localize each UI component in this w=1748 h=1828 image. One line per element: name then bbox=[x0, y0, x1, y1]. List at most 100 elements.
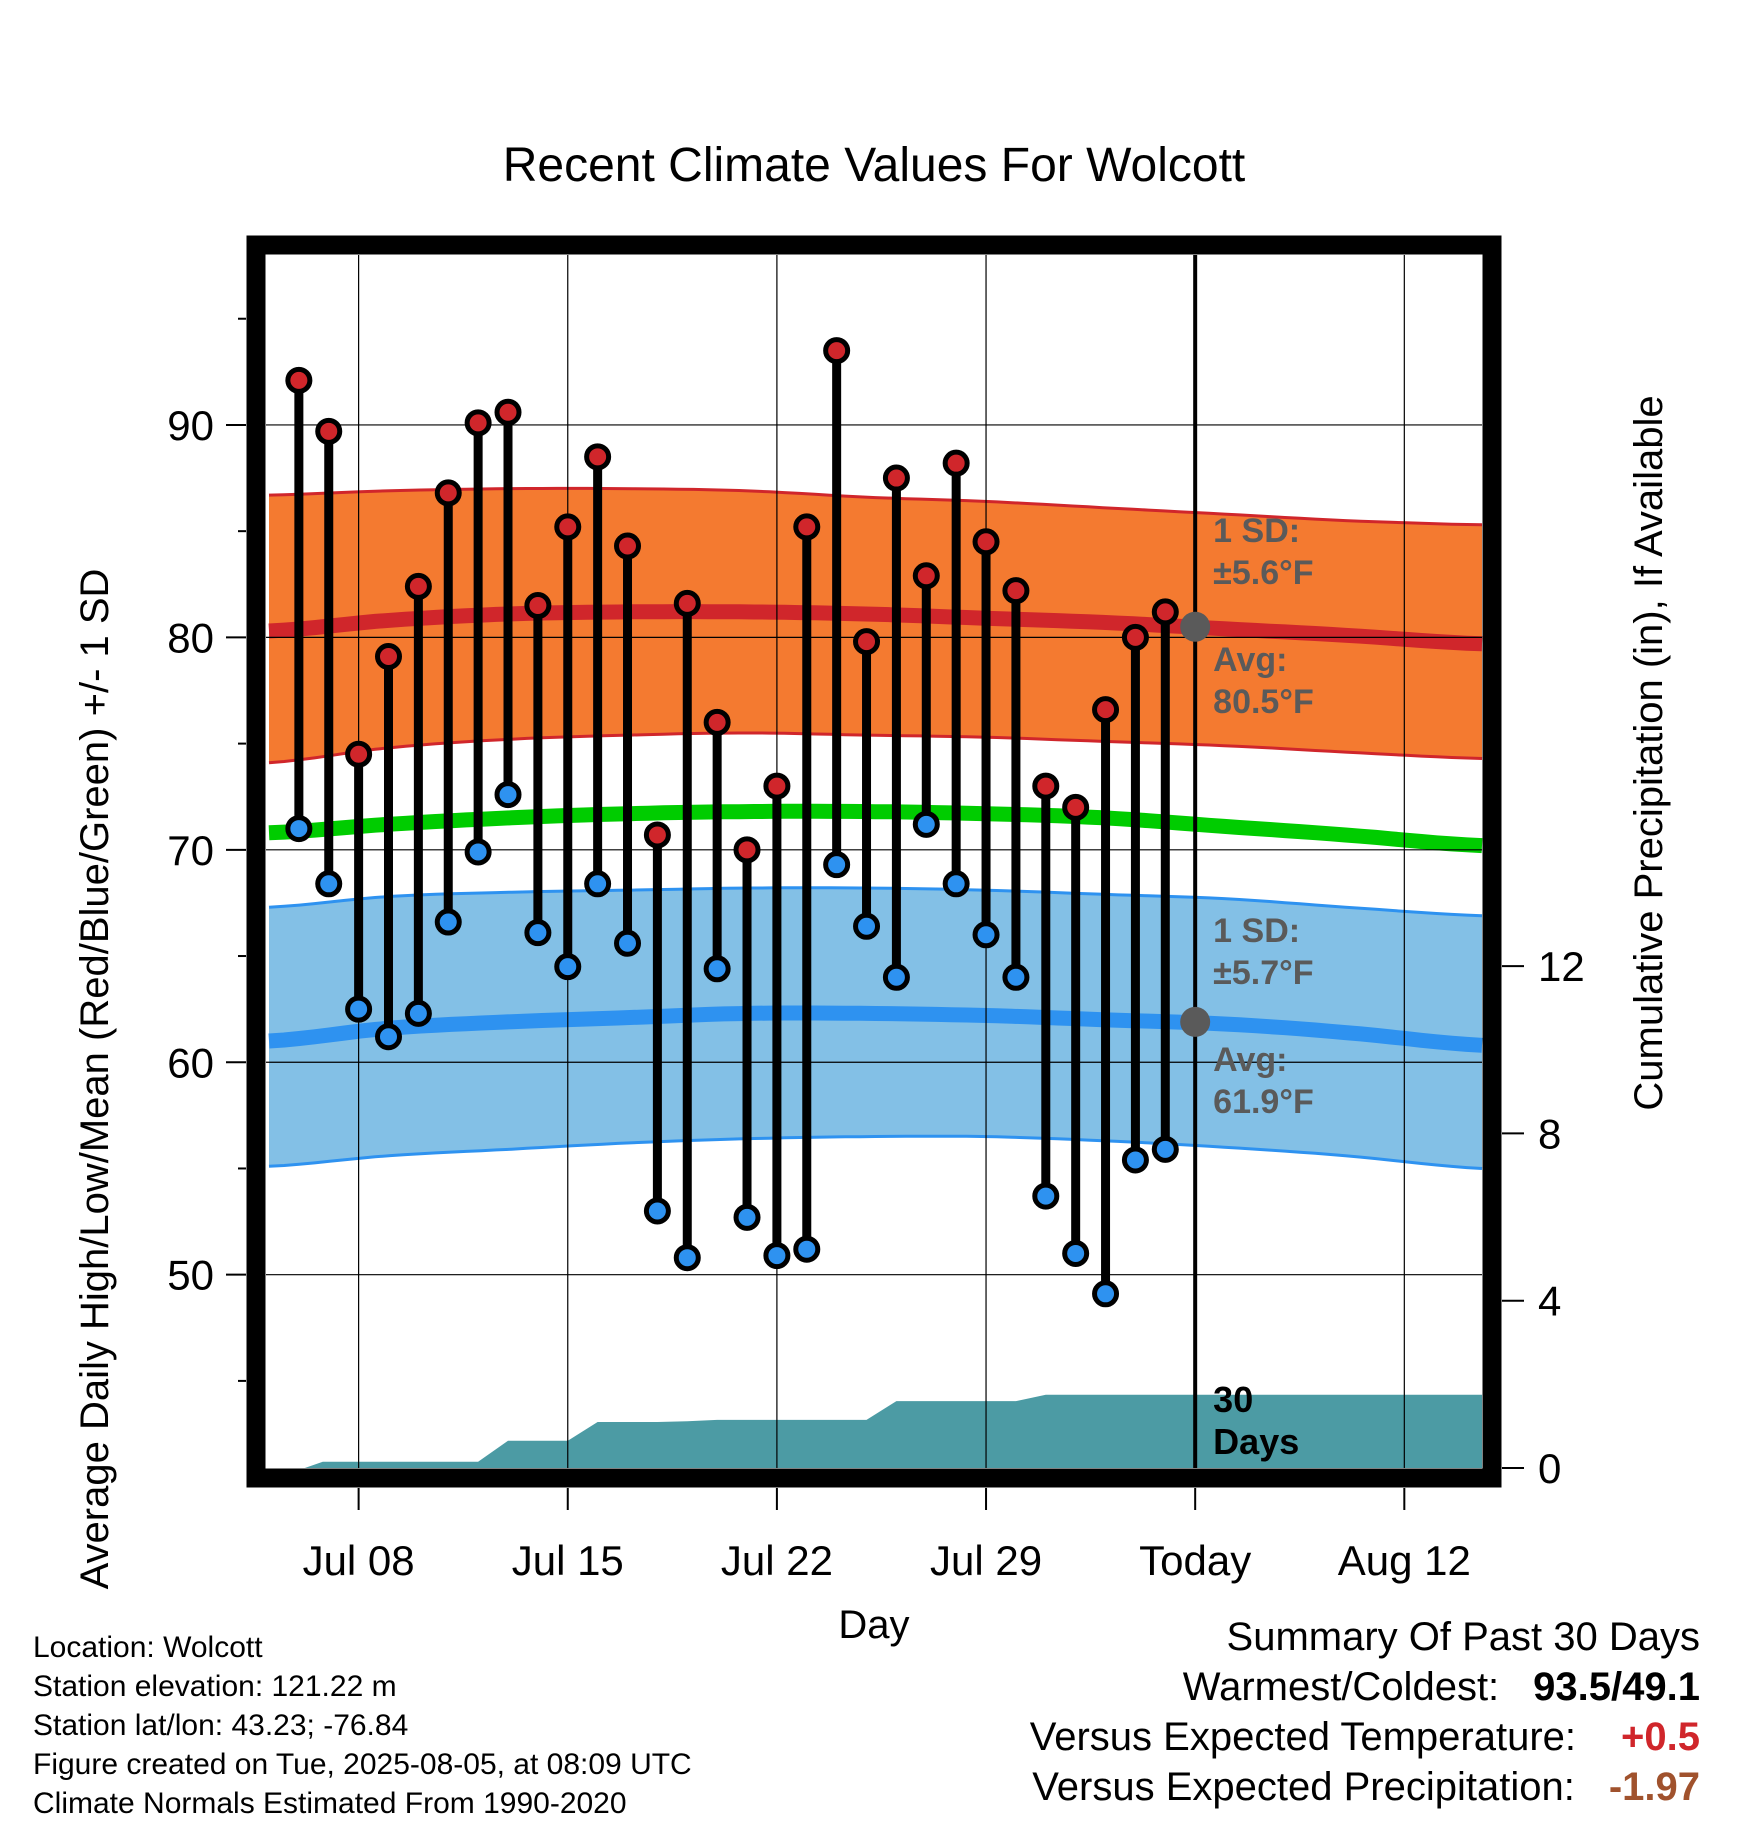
low-sd-annotation: 1 SD: bbox=[1213, 912, 1300, 950]
low-avg-annotation: Avg: bbox=[1213, 1041, 1287, 1079]
daily-low-point bbox=[733, 1203, 761, 1231]
y2-tick-label: 12 bbox=[1538, 943, 1585, 990]
daily-low-point bbox=[434, 908, 462, 936]
daily-high-point bbox=[1151, 598, 1179, 626]
daily-low-point bbox=[345, 995, 373, 1023]
daily-low-point bbox=[404, 999, 432, 1027]
plot-frame bbox=[246, 235, 1502, 1488]
avg-low-line bbox=[268, 1005, 1483, 1053]
x-tick-label: Jul 15 bbox=[512, 1537, 624, 1584]
location-text: Location: Wolcott bbox=[33, 1631, 263, 1664]
x-axis-label: Day bbox=[838, 1603, 909, 1647]
daily-high-point bbox=[554, 513, 582, 541]
elevation-text: Station elevation: 121.22 m bbox=[33, 1670, 397, 1703]
precip-area bbox=[304, 1394, 1482, 1468]
daily-high-point bbox=[494, 398, 522, 426]
y2-tick-label: 4 bbox=[1538, 1278, 1561, 1325]
daily-high-point bbox=[643, 821, 671, 849]
avg-high-line bbox=[268, 604, 1483, 652]
low-avg-annotation: 61.9°F bbox=[1213, 1083, 1314, 1121]
days-window-annotation: 30 bbox=[1213, 1379, 1253, 1420]
daily-low-point bbox=[972, 921, 1000, 949]
x-tick-label: Jul 22 bbox=[721, 1537, 833, 1584]
daily-low-point bbox=[464, 838, 492, 866]
daily-high-point bbox=[703, 708, 731, 736]
high-sd-annotation: ±5.6°F bbox=[1213, 554, 1313, 592]
station-metadata: Location: Wolcott Station elevation: 121… bbox=[33, 1628, 692, 1823]
daily-low-point bbox=[643, 1197, 671, 1225]
daily-high-point bbox=[345, 740, 373, 768]
x-tick-label: Aug 12 bbox=[1338, 1537, 1471, 1584]
high-avg-annotation: 80.5°F bbox=[1213, 683, 1314, 721]
precip-vs-expected-value: -1.97 bbox=[1608, 1765, 1700, 1809]
x-tick-label: Jul 29 bbox=[930, 1537, 1042, 1584]
daily-low-point bbox=[1121, 1146, 1149, 1174]
y-tick-label: 80 bbox=[167, 614, 214, 661]
daily-high-point bbox=[1121, 623, 1149, 651]
summary-temp: Versus Expected Temperature: +0.5 bbox=[1030, 1712, 1700, 1762]
warmest-coldest-value: 93.5/49.1 bbox=[1533, 1665, 1700, 1709]
daily-high-point bbox=[374, 643, 402, 671]
daily-high-point bbox=[1002, 577, 1030, 605]
daily-low-point bbox=[1002, 963, 1030, 991]
daily-high-point bbox=[823, 337, 851, 365]
daily-low-point bbox=[494, 781, 522, 809]
high-sd-band-lower-edge bbox=[268, 731, 1483, 765]
high-sd-annotation: 1 SD: bbox=[1213, 512, 1300, 550]
y2-tick-label: 8 bbox=[1538, 1110, 1561, 1157]
normals-text: Climate Normals Estimated From 1990-2020 bbox=[33, 1787, 627, 1820]
summary-warmest-coldest: Warmest/Coldest: 93.5/49.1 bbox=[1030, 1662, 1700, 1712]
x-tick-label: Today bbox=[1139, 1537, 1251, 1584]
axes: 50 60 70 80 90 0 4 8 12 Jul 08 Jul 15 Jul 22 Jul 29 T… bbox=[167, 235, 1585, 1584]
daily-low-point bbox=[942, 870, 970, 898]
daily-low-point bbox=[584, 870, 612, 898]
daily-low-point bbox=[912, 810, 940, 838]
summary-precip: Versus Expected Precipitation: -1.97 bbox=[1030, 1762, 1700, 1812]
daily-low-point bbox=[673, 1244, 701, 1272]
daily-high-point bbox=[614, 532, 642, 560]
daily-high-point bbox=[1062, 793, 1090, 821]
y-tick-label: 90 bbox=[167, 402, 214, 449]
daily-high-point bbox=[315, 417, 343, 445]
high-avg-annotation: Avg: bbox=[1213, 641, 1287, 679]
daily-low-point bbox=[285, 815, 313, 843]
x-tick-label: Jul 08 bbox=[303, 1537, 415, 1584]
daily-low-point bbox=[1032, 1182, 1060, 1210]
daily-high-point bbox=[853, 628, 881, 656]
daily-high-point bbox=[882, 464, 910, 492]
daily-high-point bbox=[285, 366, 313, 394]
plot-area: 1 SD: ±5.6°F Avg: 80.5°F 1 SD: ±5.7°F Avg: 61.9… bbox=[266, 255, 1483, 1468]
daily-high-point bbox=[793, 513, 821, 541]
daily-high-point bbox=[584, 443, 612, 471]
days-window-annotation: Days bbox=[1213, 1421, 1299, 1462]
summary-panel: Summary Of Past 30 Days Warmest/Coldest:… bbox=[1030, 1612, 1700, 1812]
daily-low-point bbox=[315, 870, 343, 898]
y-tick-label: 60 bbox=[167, 1039, 214, 1086]
daily-low-point bbox=[1151, 1135, 1179, 1163]
daily-low-point bbox=[793, 1235, 821, 1263]
chart-title: Recent Climate Values For Wolcott bbox=[503, 139, 1246, 192]
daily-low-point bbox=[1062, 1239, 1090, 1267]
daily-low-point bbox=[374, 1023, 402, 1051]
daily-low-point bbox=[853, 912, 881, 940]
daily-high-point bbox=[942, 449, 970, 477]
daily-high-point bbox=[464, 409, 492, 437]
daily-high-point bbox=[972, 528, 1000, 556]
daily-high-point bbox=[524, 592, 552, 620]
daily-low-point bbox=[614, 929, 642, 957]
y2-axis-label: Cumulative Precipitation (in), If Availa… bbox=[1627, 395, 1671, 1110]
temp-vs-expected-value: +0.5 bbox=[1621, 1715, 1700, 1759]
daily-low-point bbox=[882, 963, 910, 991]
daily-high-point bbox=[912, 562, 940, 590]
daily-high-point bbox=[1092, 696, 1120, 724]
avg-mean-line bbox=[268, 803, 1483, 854]
low-sd-annotation: ±5.7°F bbox=[1213, 954, 1313, 992]
daily-high-point bbox=[434, 479, 462, 507]
y-tick-label: 50 bbox=[167, 1252, 214, 1299]
warmest-coldest-label: Warmest/Coldest: bbox=[1182, 1665, 1500, 1709]
daily-high-point bbox=[673, 589, 701, 617]
daily-low-point bbox=[703, 955, 731, 983]
y-tick-label: 70 bbox=[167, 827, 214, 874]
daily-high-point bbox=[763, 772, 791, 800]
